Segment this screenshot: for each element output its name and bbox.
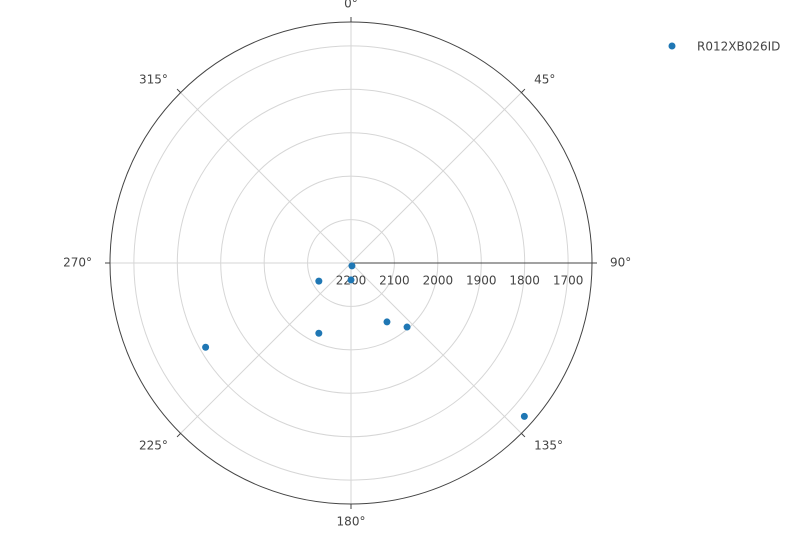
angular-tick — [521, 433, 526, 438]
data-point — [520, 412, 528, 420]
angular-tick — [521, 88, 526, 93]
angular-grid-line — [350, 92, 522, 264]
legend-label: R012XB026ID — [697, 40, 780, 54]
data-point — [315, 329, 323, 337]
radial-tick-label: 1900 — [466, 274, 497, 288]
data-point — [383, 318, 391, 326]
angular-tick — [176, 88, 181, 93]
legend: R012XB026ID — [668, 40, 780, 54]
data-point — [315, 277, 323, 285]
data-point — [202, 343, 210, 351]
data-point — [347, 276, 355, 284]
angular-tick-label: 270° — [63, 256, 92, 270]
radial-tick-label: 2100 — [379, 274, 410, 288]
angular-grid-line — [180, 262, 352, 434]
angular-tick-label: 180° — [337, 515, 366, 529]
angular-grid-line — [180, 92, 352, 264]
angular-tick-label: 225° — [139, 439, 168, 453]
radial-tick-label: 2000 — [423, 274, 454, 288]
angular-tick-label: 315° — [139, 72, 168, 86]
angular-tick — [176, 433, 181, 438]
data-point — [403, 323, 411, 331]
angular-tick-label: 45° — [534, 72, 555, 86]
angular-tick-label: 135° — [534, 439, 563, 453]
data-point — [348, 262, 356, 270]
radial-tick-label: 1800 — [509, 274, 540, 288]
angular-tick-label: 90° — [610, 256, 631, 270]
radial-tick-label: 1700 — [553, 274, 584, 288]
angular-grid-line — [350, 262, 522, 434]
legend-marker — [668, 42, 676, 50]
angular-tick-label: 0° — [344, 0, 358, 11]
